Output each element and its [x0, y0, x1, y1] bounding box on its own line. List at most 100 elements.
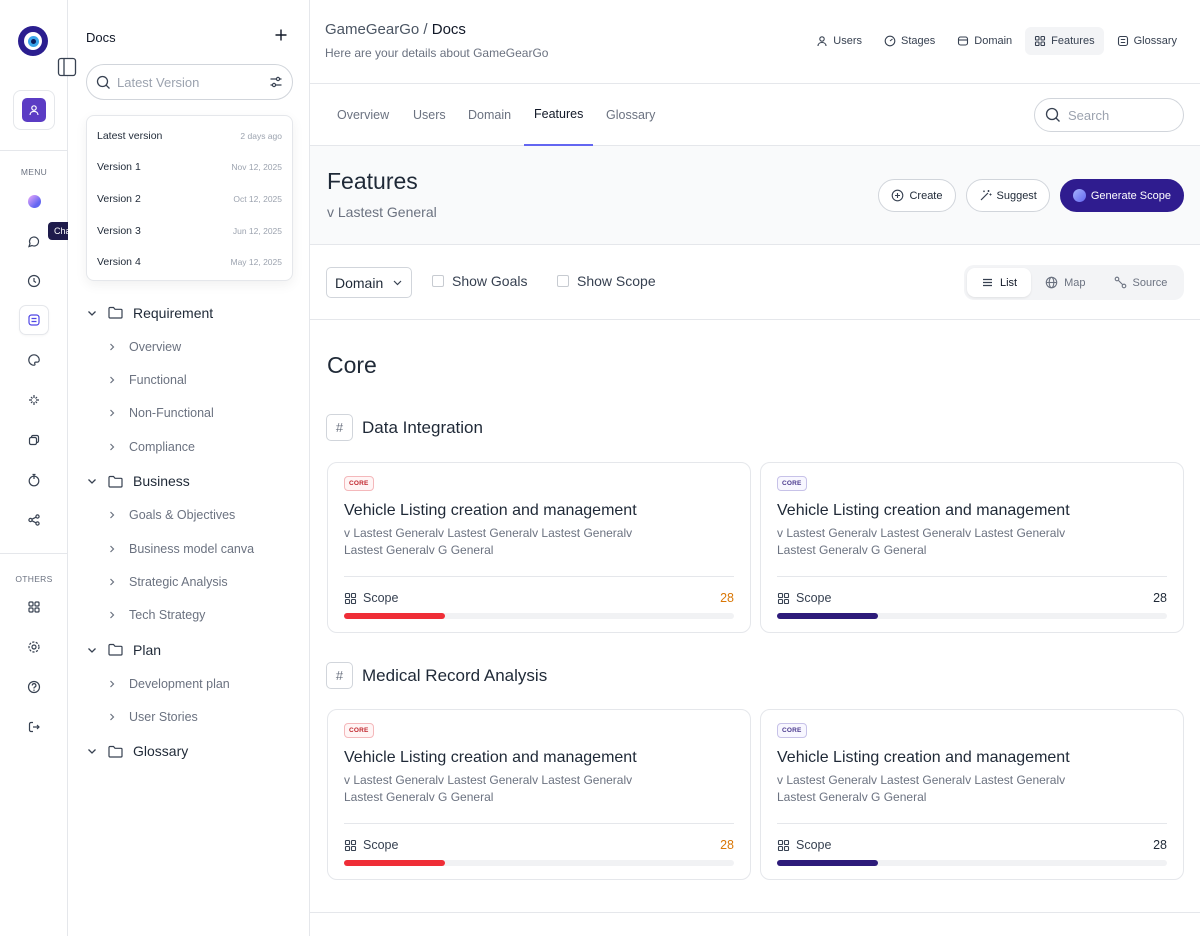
plus-icon [275, 29, 287, 41]
show-scope-checkbox[interactable]: Show Scope [557, 273, 656, 289]
feature-card[interactable]: CORE Vehicle Listing creation and manage… [327, 709, 751, 880]
sidebar-panel-icon [57, 57, 77, 77]
tree-section-glossary[interactable]: Glossary [68, 734, 310, 769]
palette-icon[interactable] [19, 345, 49, 375]
nav-domain[interactable]: Domain [948, 27, 1021, 55]
breadcrumb-project[interactable]: GameGearGo [325, 21, 420, 38]
clock-icon[interactable] [19, 266, 49, 296]
version-search-input[interactable]: Latest Version [86, 64, 293, 100]
chevron-right-icon [110, 410, 115, 417]
show-goals-checkbox[interactable]: Show Goals [432, 273, 527, 289]
chevron-right-icon [110, 343, 115, 351]
user-avatar-button[interactable] [13, 90, 55, 130]
nav-glossary[interactable]: Glossary [1108, 27, 1186, 55]
tab-features[interactable]: Features [524, 84, 594, 146]
main-panel: GameGearGo / Docs Here are your details … [310, 0, 1200, 936]
tab-users[interactable]: Users [413, 108, 446, 122]
feature-card[interactable]: CORE Vehicle Listing creation and manage… [327, 462, 751, 633]
tree-item[interactable]: User Stories [68, 701, 310, 734]
checkbox-box[interactable] [432, 275, 444, 287]
progress-track [777, 613, 1167, 619]
plus-circle-icon [892, 189, 904, 202]
version-option[interactable]: Version 1 Nov 12, 2025 [97, 161, 282, 174]
gear-icon[interactable] [19, 632, 49, 662]
card-description: v Lastest Generalv Lastest Generalv Last… [777, 773, 1066, 804]
card-scope: Scope [344, 838, 398, 852]
version-option[interactable]: Version 2 Oct 12, 2025 [97, 192, 282, 205]
tree-item[interactable]: Business model canva [68, 532, 310, 565]
sidebar-toggle-button[interactable] [57, 57, 77, 82]
document-icon[interactable] [19, 305, 49, 335]
tree-item[interactable]: Strategic Analysis [68, 565, 310, 598]
timer-icon[interactable] [19, 465, 49, 495]
card-title: Vehicle Listing creation and management [777, 502, 1070, 519]
view-list[interactable]: List [967, 268, 1032, 297]
checkbox-box[interactable] [557, 275, 569, 287]
divider [344, 576, 734, 577]
chevron-down-icon [88, 749, 96, 755]
others-label: OTHERS [15, 574, 53, 584]
generate-scope-button[interactable]: Generate Scope [1059, 179, 1184, 212]
tab-glossary[interactable]: Glossary [606, 108, 656, 122]
domain-select[interactable]: Domain [326, 267, 412, 298]
version-option[interactable]: Version 4 May 12, 2025 [97, 256, 282, 269]
view-source[interactable]: Source [1100, 268, 1182, 297]
progress-fill [344, 613, 446, 619]
tree-section-plan[interactable]: Plan [68, 632, 310, 667]
filter-icon[interactable] [269, 75, 283, 89]
add-doc-button[interactable] [274, 28, 288, 47]
core-badge: CORE [777, 723, 807, 738]
feature-card[interactable]: CORE Vehicle Listing creation and manage… [760, 462, 1184, 633]
page-title: Features [327, 168, 418, 194]
tree-section-business[interactable]: Business [68, 464, 310, 499]
grid-icon [777, 592, 790, 604]
chevron-right-icon [110, 376, 115, 384]
help-icon[interactable] [19, 672, 49, 702]
hash-icon: # [326, 414, 353, 441]
version-option[interactable]: Version 3 Jun 12, 2025 [97, 224, 282, 237]
card-scope: Scope [777, 591, 831, 605]
tab-domain[interactable]: Domain [468, 108, 512, 122]
create-button[interactable]: Create [878, 179, 956, 212]
nav-stages[interactable]: Stages [875, 27, 944, 55]
divider [777, 823, 1167, 824]
docs-tree: Requirement Overview Functional Non-Func… [68, 295, 310, 769]
tree-item[interactable]: Tech Strategy [68, 599, 310, 632]
tag-icon[interactable] [19, 425, 49, 455]
feature-card[interactable]: CORE Vehicle Listing creation and manage… [760, 709, 1184, 880]
suggest-button[interactable]: Suggest [965, 179, 1050, 212]
breadcrumb-separator: / [423, 21, 428, 38]
gradient-dot-icon[interactable] [19, 186, 49, 216]
folder-icon [108, 306, 123, 319]
nav-users[interactable]: Users [807, 27, 871, 55]
page-subtitle: Here are your details about GameGearGo [325, 46, 549, 60]
logout-icon[interactable] [19, 712, 49, 742]
folder-icon [108, 745, 123, 758]
tree-item[interactable]: Functional [68, 363, 310, 396]
chevron-right-icon [110, 443, 115, 451]
tree-item[interactable]: Overview [68, 330, 310, 363]
sparkle-icon[interactable] [19, 385, 49, 415]
domain-icon [958, 36, 969, 46]
grid-icon[interactable] [19, 592, 49, 622]
progress-fill [777, 613, 879, 619]
tree-item[interactable]: Compliance [68, 430, 310, 463]
app-logo[interactable] [18, 26, 48, 56]
divider [0, 150, 67, 151]
tree-item[interactable]: Non-Functional [68, 397, 310, 430]
hash-icon: # [326, 662, 353, 689]
view-map[interactable]: Map [1031, 268, 1099, 297]
chat-icon[interactable] [19, 226, 49, 256]
tree-item[interactable]: Goals & Objectives [68, 499, 310, 532]
version-search-placeholder: Latest Version [117, 74, 200, 90]
tab-overview[interactable]: Overview [337, 108, 390, 122]
share-icon[interactable] [19, 505, 49, 535]
version-option[interactable]: Latest version 2 days ago [97, 129, 282, 142]
search-input[interactable]: Search [1034, 98, 1184, 132]
source-icon [1114, 276, 1126, 289]
nav-features[interactable]: Features [1025, 27, 1104, 55]
tree-item[interactable]: Development plan [68, 667, 310, 700]
tree-section-requirement[interactable]: Requirement [68, 295, 310, 330]
group-header: # Data Integration [326, 414, 483, 441]
progress-fill [344, 860, 446, 866]
